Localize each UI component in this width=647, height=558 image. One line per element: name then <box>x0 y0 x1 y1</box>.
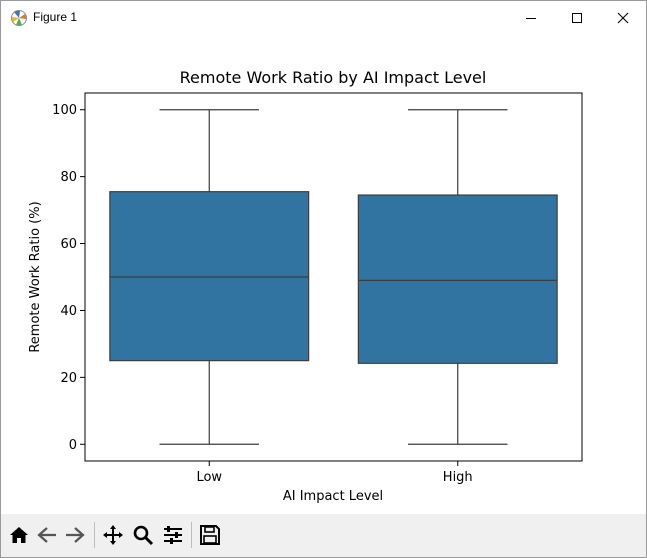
maximize-icon <box>572 13 582 23</box>
box-high <box>357 109 558 445</box>
chart-title: Remote Work Ratio by AI Impact Level <box>180 68 487 87</box>
y-tick-label: 20 <box>60 371 77 386</box>
close-button[interactable] <box>600 1 646 35</box>
x-tick-label: Low <box>196 470 222 485</box>
save-button[interactable] <box>198 523 222 547</box>
configure-subplots-button[interactable] <box>161 523 185 547</box>
y-axis-label: Remote Work Ratio (%) <box>28 201 43 352</box>
axes-frame <box>84 92 583 462</box>
title-bar[interactable]: Figure 1 <box>1 1 646 35</box>
zoom-icon <box>133 525 154 546</box>
configure-subplots-icon <box>164 526 182 544</box>
pan-button[interactable] <box>101 523 125 547</box>
save-icon <box>200 525 220 545</box>
iqr-box <box>357 194 558 364</box>
y-tick-label: 60 <box>60 237 77 252</box>
figure-canvas[interactable]: Remote Work Ratio by AI Impact Level 0 20… <box>1 35 646 514</box>
y-tick-label: 0 <box>69 438 77 453</box>
minimize-icon <box>526 18 536 19</box>
maximize-button[interactable] <box>554 1 600 35</box>
home-button[interactable] <box>7 523 31 547</box>
close-icon <box>617 12 629 24</box>
back-button[interactable] <box>35 523 59 547</box>
y-tick-label: 80 <box>60 170 77 185</box>
window-title: Figure 1 <box>33 10 78 24</box>
x-axis-label: AI Impact Level <box>283 489 383 504</box>
minimize-button[interactable] <box>508 1 554 35</box>
home-icon <box>10 527 28 543</box>
box-low <box>109 109 310 445</box>
x-axis: Low High <box>196 461 473 485</box>
boxes-group <box>109 109 558 445</box>
back-icon <box>37 527 56 543</box>
navigation-toolbar <box>1 514 646 557</box>
y-tick-label: 100 <box>52 103 77 118</box>
toolbar-separator <box>191 522 192 548</box>
forward-button[interactable] <box>63 523 87 547</box>
zoom-button[interactable] <box>131 523 155 547</box>
toolbar-separator <box>94 522 95 548</box>
forward-icon <box>66 527 85 543</box>
y-tick-label: 40 <box>60 304 77 319</box>
y-axis: 0 20 40 60 80 100 <box>52 103 85 453</box>
iqr-box <box>109 191 310 362</box>
pan-icon <box>103 525 123 545</box>
matplotlib-logo-icon <box>11 10 27 26</box>
x-tick-label: High <box>443 470 473 485</box>
